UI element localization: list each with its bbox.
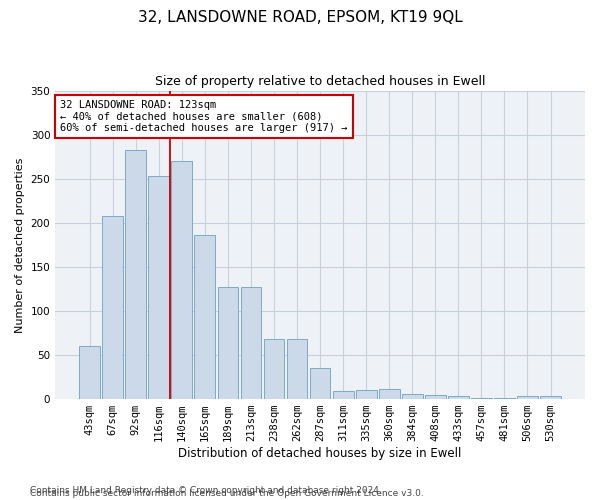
Bar bbox=[494, 398, 515, 399]
Text: 32 LANSDOWNE ROAD: 123sqm
← 40% of detached houses are smaller (608)
60% of semi: 32 LANSDOWNE ROAD: 123sqm ← 40% of detac… bbox=[61, 100, 348, 133]
Bar bbox=[194, 235, 215, 399]
X-axis label: Distribution of detached houses by size in Ewell: Distribution of detached houses by size … bbox=[178, 447, 462, 460]
Bar bbox=[402, 394, 422, 399]
Bar bbox=[333, 391, 353, 399]
Title: Size of property relative to detached houses in Ewell: Size of property relative to detached ho… bbox=[155, 75, 485, 88]
Bar bbox=[79, 346, 100, 399]
Bar bbox=[148, 176, 169, 399]
Text: Contains public sector information licensed under the Open Government Licence v3: Contains public sector information licen… bbox=[30, 488, 424, 498]
Bar bbox=[517, 396, 538, 399]
Bar bbox=[471, 398, 492, 399]
Bar bbox=[379, 388, 400, 399]
Bar bbox=[356, 390, 377, 399]
Text: Contains HM Land Registry data © Crown copyright and database right 2024.: Contains HM Land Registry data © Crown c… bbox=[30, 486, 382, 495]
Bar bbox=[425, 394, 446, 399]
Bar bbox=[172, 161, 192, 399]
Y-axis label: Number of detached properties: Number of detached properties bbox=[15, 157, 25, 332]
Bar bbox=[540, 396, 561, 399]
Bar bbox=[125, 150, 146, 399]
Text: 32, LANSDOWNE ROAD, EPSOM, KT19 9QL: 32, LANSDOWNE ROAD, EPSOM, KT19 9QL bbox=[137, 10, 463, 25]
Bar bbox=[218, 287, 238, 399]
Bar bbox=[310, 368, 331, 399]
Bar bbox=[263, 339, 284, 399]
Bar bbox=[448, 396, 469, 399]
Bar bbox=[241, 287, 262, 399]
Bar bbox=[102, 216, 123, 399]
Bar bbox=[287, 339, 307, 399]
